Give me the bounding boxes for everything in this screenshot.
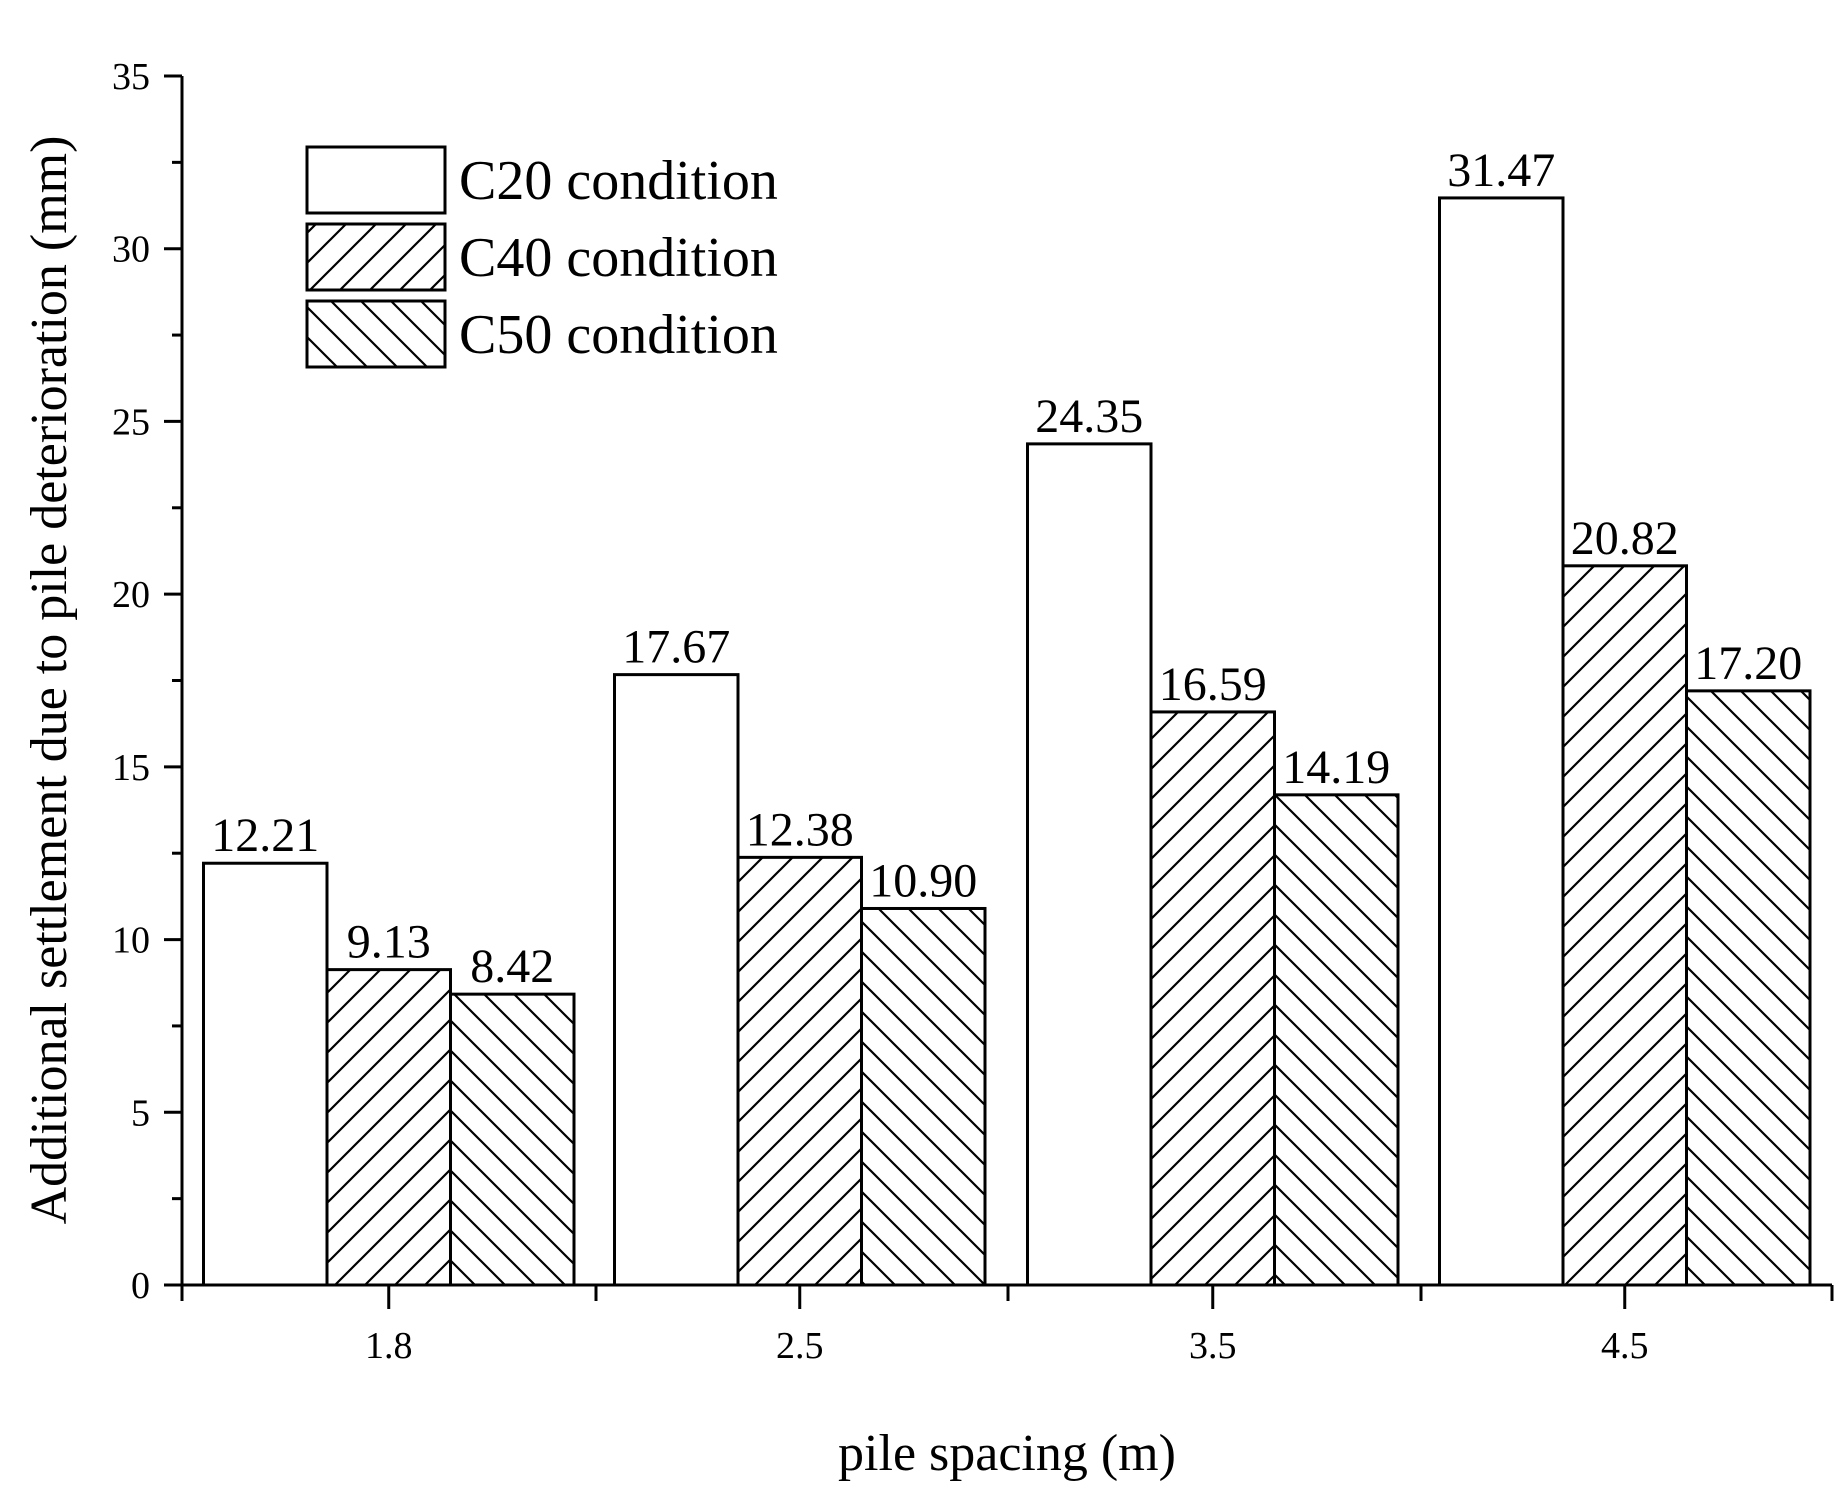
bar-c40-condition-4.5	[1561, 564, 1688, 1287]
data-label: 9.13	[347, 916, 431, 969]
legend-label: C20 condition	[459, 150, 778, 212]
data-label: 24.35	[1035, 390, 1143, 443]
y-tick-label: 35	[112, 56, 150, 98]
data-label: 17.20	[1694, 637, 1802, 690]
data-label: 8.42	[470, 940, 554, 993]
data-label: 16.59	[1159, 658, 1267, 711]
bar-c20-condition-4.5	[1438, 196, 1565, 1287]
data-label: 20.82	[1571, 512, 1679, 565]
data-label: 10.90	[869, 854, 977, 907]
bar-c50-condition-2.5	[860, 906, 987, 1287]
data-label: 12.38	[746, 803, 854, 856]
bar-c20-condition-1.8	[202, 861, 329, 1287]
bar-c40-condition-2.5	[736, 855, 863, 1287]
legend-label: C40 condition	[459, 227, 778, 289]
data-label: 14.19	[1282, 741, 1390, 794]
y-tick-label: 10	[112, 920, 150, 962]
bar-c20-condition-2.5	[613, 673, 740, 1287]
data-label: 12.21	[211, 809, 319, 862]
x-tick-label: 1.8	[365, 1325, 413, 1367]
bar-c20-condition-3.5	[1026, 442, 1153, 1287]
y-tick-label: 0	[131, 1265, 150, 1307]
y-tick-label: 20	[112, 574, 150, 616]
y-tick-label: 30	[112, 229, 150, 271]
x-axis-title: pile spacing (m)	[838, 1425, 1176, 1482]
y-tick-label: 15	[112, 747, 150, 789]
y-axis-title: Additional settlement due to pile deteri…	[21, 136, 78, 1225]
bar-c40-condition-1.8	[325, 968, 452, 1287]
x-tick-label: 4.5	[1601, 1325, 1649, 1367]
legend-swatch	[305, 299, 447, 369]
data-label: 31.47	[1447, 144, 1555, 197]
bar-c50-condition-3.5	[1273, 793, 1400, 1287]
x-tick-label: 2.5	[776, 1325, 824, 1367]
x-tick-label: 3.5	[1189, 1325, 1237, 1367]
bar-c40-condition-3.5	[1149, 710, 1276, 1287]
legend-swatch	[305, 222, 447, 292]
legend-label: C50 condition	[459, 304, 778, 366]
legend-swatch	[305, 145, 447, 215]
y-tick-label: 5	[131, 1092, 150, 1134]
y-tick-label: 25	[112, 401, 150, 443]
data-label: 17.67	[622, 621, 730, 674]
bar-c50-condition-4.5	[1685, 689, 1812, 1287]
bar-c50-condition-1.8	[449, 992, 576, 1287]
